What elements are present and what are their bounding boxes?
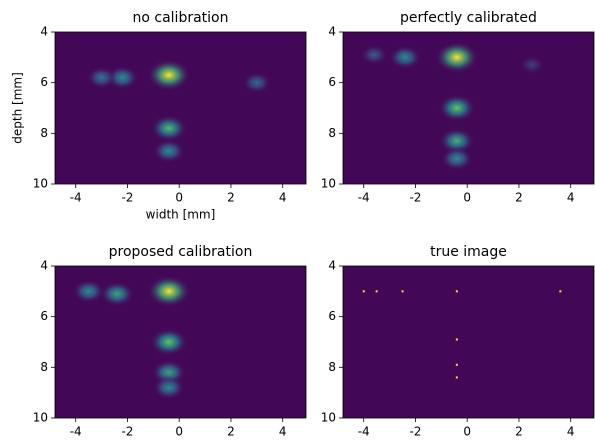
point xyxy=(455,363,458,366)
spot xyxy=(440,146,474,171)
x-tick-label: 4 xyxy=(567,425,575,439)
point xyxy=(455,338,458,341)
point xyxy=(401,290,404,293)
panel-title: perfectly calibrated xyxy=(400,10,537,26)
x-tick-label: 2 xyxy=(227,191,235,205)
y-tick-label: 6 xyxy=(328,309,336,323)
point xyxy=(362,290,365,293)
panel-title: true image xyxy=(430,244,507,260)
image-area xyxy=(72,275,191,400)
spot xyxy=(388,45,422,70)
spot xyxy=(359,44,389,66)
x-tick-label: 2 xyxy=(515,425,523,439)
x-tick-label: 4 xyxy=(567,191,575,205)
x-tick-label: -2 xyxy=(121,425,133,439)
y-tick-label: 6 xyxy=(328,75,336,89)
y-tick-label: 8 xyxy=(40,126,48,140)
y-tick-label: 4 xyxy=(328,25,336,39)
y-tick-label: 10 xyxy=(33,177,48,191)
x-tick-label: -2 xyxy=(121,191,133,205)
axes-frame xyxy=(54,31,307,185)
panel-title: no calibration xyxy=(133,10,229,26)
spot xyxy=(438,127,475,155)
spot xyxy=(99,281,135,307)
y-tick-label: 8 xyxy=(328,126,336,140)
y-tick-label: 10 xyxy=(321,411,336,425)
x-tick-label: -4 xyxy=(70,191,82,205)
y-tick-label: 8 xyxy=(328,360,336,374)
x-tick-label: 0 xyxy=(175,425,183,439)
spot xyxy=(86,66,117,89)
plot-background xyxy=(343,266,594,418)
spot xyxy=(435,41,479,74)
spot xyxy=(242,71,272,94)
y-tick-label: 4 xyxy=(328,259,336,273)
x-tick-label: -2 xyxy=(409,191,421,205)
plot-background xyxy=(55,32,306,184)
x-tick-label: -4 xyxy=(358,425,370,439)
image-area xyxy=(359,41,545,171)
y-tick-label: 4 xyxy=(40,259,48,273)
panel-title: proposed calibration xyxy=(109,244,253,260)
point xyxy=(559,290,562,293)
x-tick-label: 0 xyxy=(463,191,471,205)
x-tick-label: 4 xyxy=(279,191,287,205)
x-tick-label: 2 xyxy=(227,425,235,439)
spot xyxy=(437,94,476,122)
point xyxy=(455,290,458,293)
y-tick-label: 10 xyxy=(321,177,336,191)
spot xyxy=(518,55,545,75)
point xyxy=(455,376,458,379)
x-tick-label: 4 xyxy=(279,425,287,439)
y-tick-label: 4 xyxy=(40,25,48,39)
spot xyxy=(147,275,191,308)
x-tick-label: 0 xyxy=(175,191,183,205)
spot xyxy=(152,375,186,400)
spot xyxy=(150,114,188,142)
axes-frame xyxy=(342,31,595,185)
x-tick-label: -4 xyxy=(70,425,82,439)
image-area xyxy=(86,59,272,164)
y-tick-label: 6 xyxy=(40,75,48,89)
y-tick-label: 8 xyxy=(40,360,48,374)
y-axis-label: depth [mm] xyxy=(11,72,25,143)
x-tick-label: 2 xyxy=(515,191,523,205)
axes-frame xyxy=(54,265,307,419)
spot xyxy=(149,328,188,356)
point xyxy=(375,290,378,293)
axes-frame xyxy=(342,265,595,419)
spot xyxy=(147,59,191,92)
x-tick-label: 0 xyxy=(463,425,471,439)
x-tick-label: -2 xyxy=(409,425,421,439)
x-tick-label: -4 xyxy=(358,191,370,205)
y-tick-label: 10 xyxy=(33,411,48,425)
spot xyxy=(152,139,186,164)
y-tick-label: 6 xyxy=(40,309,48,323)
image-area xyxy=(362,290,562,379)
x-axis-label: width [mm] xyxy=(146,208,216,222)
spot xyxy=(72,279,105,304)
